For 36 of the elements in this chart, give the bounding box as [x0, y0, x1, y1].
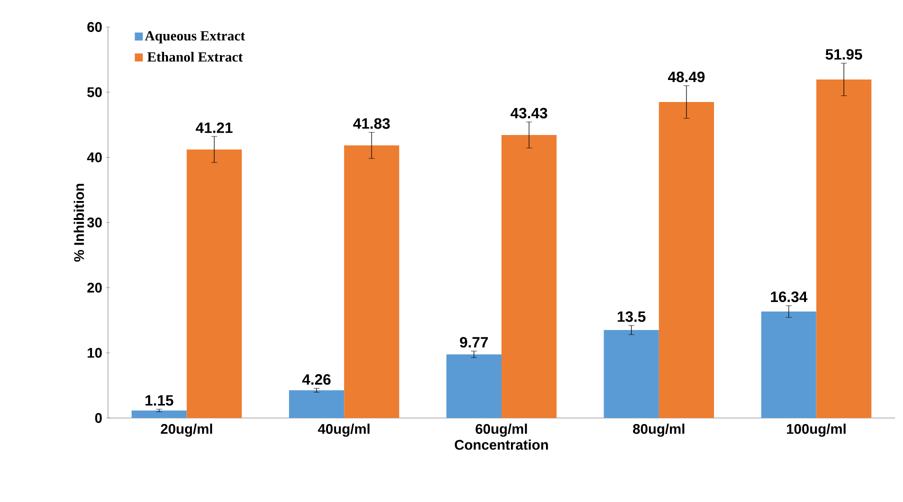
data-label: 41.21 [196, 122, 233, 133]
x-tick-label: 60ug/ml [476, 424, 527, 437]
data-label: 48.49 [668, 72, 705, 82]
legend-label: Ethanol Extract [147, 52, 243, 62]
data-label: 51.95 [826, 49, 862, 60]
x-tick-label: 40ug/ml [318, 424, 370, 437]
bar [658, 102, 714, 418]
data-label: 1.15 [146, 395, 174, 406]
x-tick-label: 20ug/ml [160, 424, 212, 437]
bar [344, 145, 400, 418]
y-tick-label: 10 [88, 348, 102, 358]
y-tick-label: 50 [87, 87, 102, 98]
bar [816, 79, 872, 418]
y-tick-label: 0 [95, 413, 102, 423]
legend-label: Aqueous Extract [144, 31, 246, 44]
data-label: 16.34 [771, 292, 808, 302]
bar [186, 149, 242, 418]
bar [132, 410, 187, 418]
x-axis-title: Concentration [454, 440, 548, 450]
bar [446, 354, 502, 418]
data-label: 43.43 [510, 108, 548, 118]
x-tick-label: 80ug/ml [632, 424, 684, 437]
y-tick-label: 20 [87, 282, 102, 293]
bar [502, 134, 557, 418]
y-tick-label: 40 [87, 152, 102, 162]
bar [289, 390, 344, 418]
y-axis-title: % Inhibition [74, 184, 84, 262]
y-tick-label: 60 [87, 22, 102, 32]
bar [761, 312, 816, 418]
data-label: 41.83 [353, 118, 390, 129]
x-tick-label: 100ug/ml [786, 424, 846, 437]
data-label: 9.77 [460, 336, 488, 348]
bar [604, 330, 659, 418]
data-label: 4.26 [302, 374, 331, 385]
y-tick-label: 30 [87, 218, 102, 228]
data-label: 13.5 [618, 311, 646, 322]
